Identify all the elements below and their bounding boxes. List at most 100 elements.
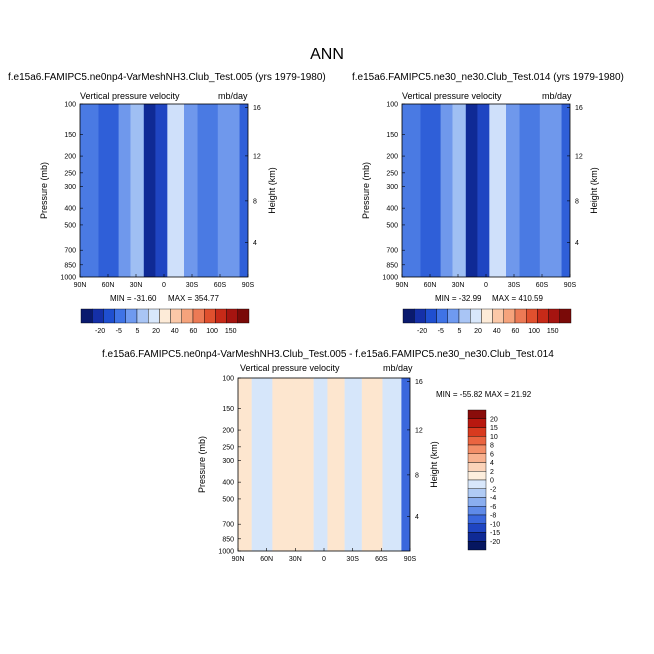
panel-1-region-7 [184, 104, 198, 277]
panel-1-colorbar-label: 20 [152, 328, 160, 335]
panel-1-max-label: MAX = 354.77 [168, 294, 219, 303]
panel-1-colorbar-label: 40 [171, 328, 179, 335]
panel-2-region-6 [489, 104, 507, 277]
panel-1-region-9 [217, 104, 240, 277]
panel-2-colorbar-box [481, 308, 493, 324]
panel-2-y2-tick-label: 12 [575, 153, 583, 160]
panel-3-region-4 [313, 378, 328, 551]
panel-2-colorbar-box [503, 308, 516, 324]
panel-3-region-6 [344, 378, 362, 551]
panel-3-colorbar-box [467, 488, 487, 498]
panel-1-region-10 [239, 104, 248, 277]
panel-3-colorbar-label: -4 [490, 495, 496, 502]
panel-3-colorbar-label: 0 [490, 478, 494, 485]
panel-1-y-tick-label: 500 [64, 222, 76, 229]
panel-3-colorbar-box [467, 427, 487, 437]
panel-3-colorbar-label: -6 [490, 504, 496, 511]
panel-3-region-0 [238, 378, 252, 551]
panel-3-y2-tick-label: 8 [415, 472, 419, 479]
panel-3-colorbar-box [467, 506, 487, 516]
panel-1-region-0 [80, 104, 99, 277]
panel-2-region-8 [519, 104, 540, 277]
panel-3-colorbar-box [467, 532, 487, 542]
panel-3-title: f.e15a6.FAMIPC5.ne0np4-VarMeshNH3.Club_T… [102, 349, 554, 360]
panel-3-region-8 [382, 378, 402, 551]
main-title: ANN [310, 46, 344, 63]
panel-1-y-tick-label: 700 [64, 248, 76, 255]
panel-2-colorbar-label: 60 [512, 328, 520, 335]
panel-2-y-tick-label: 300 [386, 184, 398, 191]
panel-3-y-tick-label: 400 [222, 480, 234, 487]
panel-1-colorbar-box [203, 308, 216, 324]
panel-2-colorbar-box [458, 308, 471, 324]
panel-2-colorbar-box [414, 308, 426, 324]
panel-2-colorbar-label: 5 [457, 328, 461, 335]
panel-2-y-tick-label: 700 [386, 248, 398, 255]
panel-3-colorbar-label: 6 [490, 451, 494, 458]
panel-3-y-tick-label: 100 [222, 376, 234, 383]
panel-3-colorbar-box [467, 523, 487, 533]
panel-3-y-tick-label: 1000 [218, 549, 234, 556]
panel-2-region-1 [420, 104, 441, 277]
panel-1-colorbar-label: 5 [135, 328, 139, 335]
panel-1-x-tick-label: 60S [214, 282, 227, 289]
panel-2-region-9 [539, 104, 562, 277]
panel-2-min-label: MIN = -32.99 [435, 294, 482, 303]
panel-2-region-4 [465, 104, 478, 277]
panel-1-region-1 [98, 104, 119, 277]
panel-2-max-label: MAX = 410.59 [492, 294, 543, 303]
panel-3-x-tick-label: 0 [322, 556, 326, 563]
panel-3-x-tick-label: 30N [289, 556, 302, 563]
panel-1-y2-tick-label: 16 [253, 105, 261, 112]
panel-1-colorbar-label: 150 [225, 328, 237, 335]
panel-3-colorbar-box [467, 444, 487, 454]
panel-3-colorbar-label: 4 [490, 460, 494, 467]
panel-3-x-tick-label: 30S [346, 556, 359, 563]
panel-3-region-2 [272, 378, 294, 551]
panel-3-colorbar-box [467, 497, 487, 507]
panel-3-y-tick-label: 250 [222, 444, 234, 451]
panel-1-colorbar-box [80, 308, 93, 324]
panel-1-y2-tick-label: 8 [253, 198, 257, 205]
panel-2-y-axis-label: Pressure (mb) [361, 162, 371, 219]
panel-2-colorbar-box [526, 308, 538, 324]
panel-2-region-2 [440, 104, 453, 277]
panel-1-region-4 [143, 104, 156, 277]
panel-1-region-6 [167, 104, 185, 277]
panel-2-region-5 [477, 104, 490, 277]
panel-1-colorbar-box [181, 308, 194, 324]
panel-3-region-3 [293, 378, 314, 551]
panel-2-subtitle-right: mb/day [542, 91, 572, 101]
panel-1-y-tick-label: 850 [64, 262, 76, 269]
panel-3-colorbar-label: 10 [490, 434, 498, 441]
panel-1-y2-tick-label: 12 [253, 153, 261, 160]
panel-2-colorbar-label: -20 [417, 328, 427, 335]
panel-3-x-tick-label: 90S [404, 556, 417, 563]
panel-1-colorbar-box [147, 308, 160, 324]
panel-2-colorbar-box [559, 308, 572, 324]
panel-1-colorbar-label: -20 [95, 328, 105, 335]
panel-1-x-tick-label: 60N [102, 282, 115, 289]
panel-2-y-tick-label: 400 [386, 206, 398, 213]
panel-1-y-tick-label: 400 [64, 206, 76, 213]
panel-2-colorbar-box [548, 308, 560, 324]
panel-2-colorbar-box [492, 308, 505, 324]
panel-3-colorbar-label: -20 [490, 539, 500, 546]
panel-1-colorbar-label: 60 [190, 328, 198, 335]
panel-3-colorbar-label: -8 [490, 513, 496, 520]
panel-1-y-tick-label: 250 [64, 170, 76, 177]
panel-1-region-5 [155, 104, 168, 277]
panel-1-min-label: MIN = -31.60 [110, 294, 157, 303]
panel-1-colorbar-box [91, 308, 104, 324]
panel-3-y-tick-label: 500 [222, 496, 234, 503]
panel-1-colorbar-box [136, 308, 149, 324]
panel-3-colorbar-box [467, 418, 487, 428]
panel-1-title: f.e15a6.FAMIPC5.ne0np4-VarMeshNH3.Club_T… [8, 72, 326, 83]
panel-2-y-tick-label: 150 [386, 132, 398, 139]
panel-2-y-tick-label: 1000 [382, 275, 398, 282]
panel-1-y-tick-label: 1000 [60, 275, 76, 282]
panel-1-colorbar-box [237, 308, 250, 324]
panel-3-colorbar-box [467, 514, 487, 524]
panel-1-colorbar-box [159, 308, 171, 324]
panel-3-colorbar-label: 15 [490, 425, 498, 432]
